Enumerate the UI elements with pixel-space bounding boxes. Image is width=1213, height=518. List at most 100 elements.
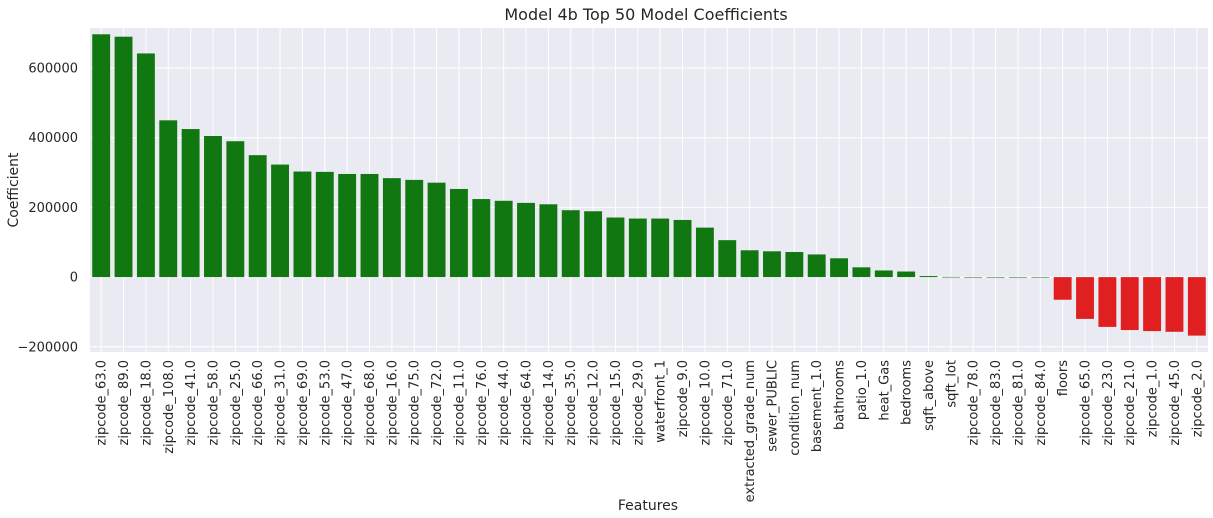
bar-zipcode-11-0 <box>449 188 468 278</box>
bar-zipcode-83-0 <box>986 277 1005 278</box>
bar-zipcode-47-0 <box>338 173 357 278</box>
bar-zipcode-23-0 <box>1098 277 1117 327</box>
x-tick-label: zipcode_44.0 <box>497 360 512 445</box>
bar-zipcode-1-0 <box>1143 277 1162 332</box>
bar-zipcode-75-0 <box>405 179 424 278</box>
x-tick-label: zipcode_72.0 <box>430 360 445 445</box>
x-tick-label: zipcode_68.0 <box>363 360 378 445</box>
bar-condition-num <box>785 252 804 278</box>
bar-zipcode-35-0 <box>561 210 580 278</box>
bar-zipcode-84-0 <box>1031 277 1050 278</box>
x-tick-label: zipcode_66.0 <box>251 360 266 445</box>
x-tick-label: zipcode_81.0 <box>1011 360 1026 445</box>
bar-zipcode-63-0 <box>92 34 111 278</box>
chart-title: Model 4b Top 50 Model Coefficients <box>504 5 787 24</box>
bar-zipcode-31-0 <box>271 164 290 278</box>
bar-zipcode-76-0 <box>472 199 491 278</box>
x-tick-label: extracted_grade_num <box>743 360 758 502</box>
x-tick-label: zipcode_64.0 <box>520 360 535 445</box>
x-tick-label: zipcode_21.0 <box>1123 360 1138 445</box>
bar-zipcode-68-0 <box>360 173 379 278</box>
bar-zipcode-29-0 <box>628 218 647 278</box>
bar-floors <box>1053 277 1072 300</box>
x-tick-label: sewer_PUBLIC <box>765 360 780 452</box>
bar-bathrooms <box>830 258 849 278</box>
x-tick-label: zipcode_25.0 <box>229 360 244 445</box>
x-tick-label: zipcode_18.0 <box>139 360 154 445</box>
x-tick-label: zipcode_83.0 <box>989 360 1004 445</box>
x-tick-label: condition_num <box>788 360 803 456</box>
bar-basement-1-0 <box>807 254 826 278</box>
x-tick-label: bedrooms <box>900 360 915 425</box>
x-tick-label: zipcode_16.0 <box>385 360 400 445</box>
y-tick-label: 600000 <box>28 62 78 77</box>
bar-zipcode-25-0 <box>226 141 245 278</box>
y-tick-label: −200000 <box>17 340 78 355</box>
x-tick-label: zipcode_78.0 <box>967 360 982 445</box>
bar-zipcode-18-0 <box>136 53 155 278</box>
bar-zipcode-58-0 <box>204 136 222 278</box>
x-tick-label: heat_Gas <box>877 360 892 421</box>
y-tick-label: 400000 <box>28 131 78 146</box>
bar-zipcode-12-0 <box>584 211 603 278</box>
bar-zipcode-15-0 <box>606 217 625 278</box>
bar-zipcode-41-0 <box>181 129 200 278</box>
x-tick-label: zipcode_71.0 <box>721 360 736 445</box>
bar-zipcode-71-0 <box>718 240 737 278</box>
x-tick-label: floors <box>1056 360 1071 396</box>
bar-zipcode-45-0 <box>1165 277 1184 332</box>
bars-group <box>92 34 1206 336</box>
x-tick-label: zipcode_35.0 <box>564 360 579 445</box>
x-tick-label: zipcode_45.0 <box>1168 360 1183 445</box>
x-tick-label: waterfront_1 <box>654 360 669 443</box>
bar-zipcode-69-0 <box>293 171 312 278</box>
bar-zipcode-78-0 <box>964 276 983 278</box>
x-tick-label: basement_1.0 <box>810 360 825 452</box>
x-tick-label: zipcode_14.0 <box>542 360 557 445</box>
y-axis-label: Coefficient <box>6 152 22 228</box>
bar-sqft-lot <box>941 276 960 278</box>
x-tick-label: zipcode_29.0 <box>631 360 646 445</box>
x-tick-label: zipcode_11.0 <box>452 360 467 445</box>
x-tick-label: zipcode_15.0 <box>609 360 624 445</box>
x-tick-label: zipcode_53.0 <box>318 360 333 445</box>
bar-sewer-public <box>763 251 781 278</box>
y-tick-labels: −200000 0 200000 400000 600000 <box>17 62 78 356</box>
x-tick-label: zipcode_12.0 <box>587 360 602 445</box>
bar-zipcode-14-0 <box>539 204 558 278</box>
bar-zipcode-66-0 <box>248 155 267 278</box>
x-tick-label: zipcode_41.0 <box>184 360 199 445</box>
bar-zipcode-44-0 <box>494 200 513 278</box>
bar-zipcode-65-0 <box>1076 277 1094 319</box>
x-tick-label: zipcode_31.0 <box>274 360 289 445</box>
x-tick-label: zipcode_69.0 <box>296 360 311 445</box>
x-tick-label: sqft_lot <box>944 360 959 408</box>
x-tick-label: zipcode_10.0 <box>698 360 713 445</box>
x-tick-label: zipcode_76.0 <box>475 360 490 445</box>
x-tick-label: zipcode_75.0 <box>408 360 423 445</box>
x-tick-label: zipcode_23.0 <box>1101 360 1116 445</box>
bar-zipcode-108-0 <box>159 120 178 278</box>
bar-heat-gas <box>874 270 893 278</box>
x-tick-label: zipcode_9.0 <box>676 360 691 437</box>
x-tick-label: zipcode_65.0 <box>1079 360 1094 445</box>
x-axis-label: Features <box>618 498 678 514</box>
x-tick-label: zipcode_2.0 <box>1190 360 1205 437</box>
bar-zipcode-53-0 <box>315 171 334 278</box>
bar-zipcode-2-0 <box>1187 277 1206 336</box>
x-tick-label: sqft_above <box>922 360 937 431</box>
bar-extracted-grade-num <box>740 250 759 278</box>
bar-zipcode-21-0 <box>1120 277 1139 331</box>
bar-zipcode-89-0 <box>114 36 133 278</box>
bar-zipcode-64-0 <box>517 202 535 278</box>
bar-zipcode-81-0 <box>1008 277 1027 278</box>
bar-sqft-above <box>919 276 938 278</box>
bar-zipcode-10-0 <box>695 227 714 278</box>
x-tick-label: zipcode_63.0 <box>95 360 110 445</box>
bar-zipcode-16-0 <box>382 178 401 278</box>
x-tick-label: zipcode_47.0 <box>341 360 356 445</box>
x-tick-label: zipcode_58.0 <box>206 360 221 445</box>
x-tick-label: bathrooms <box>833 360 848 430</box>
y-tick-label: 200000 <box>28 201 78 216</box>
